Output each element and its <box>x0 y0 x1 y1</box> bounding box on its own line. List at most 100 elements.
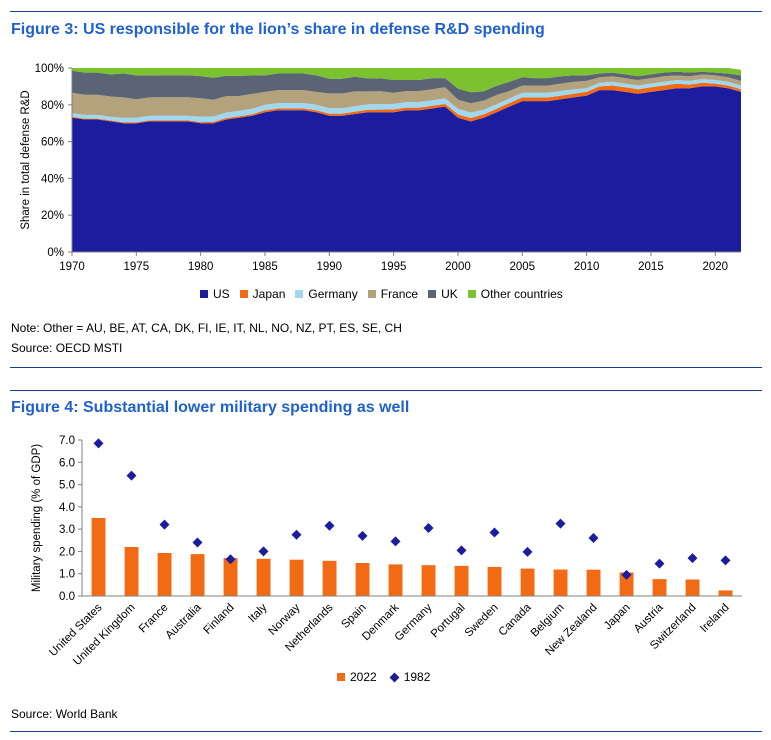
bar-2022-spain <box>355 563 370 596</box>
bar-chart-legend: 2022 1982 <box>337 670 440 684</box>
area-chart-legend: US Japan Germany France UK Other countries <box>200 287 573 301</box>
marker-1982-italy <box>258 546 269 557</box>
x-category-label: Sweden <box>463 602 501 640</box>
y-tick-label: 1.0 <box>59 569 75 581</box>
bar-2022-germany <box>421 565 436 596</box>
legend-label: UK <box>441 287 458 301</box>
marker-1982-japan <box>621 569 632 580</box>
figure4-top-rule <box>10 390 762 391</box>
y-tick-label: 80% <box>41 100 64 112</box>
marker-1982-finland <box>225 554 236 565</box>
marker-1982-sweden <box>489 527 500 538</box>
bar-2022-finland <box>223 558 238 596</box>
x-category-label: Spain <box>339 602 368 631</box>
y-axis-label: Share in total defense R&D <box>20 90 32 229</box>
marker-1982-portugal <box>456 545 467 556</box>
legend-item-us: US <box>200 287 230 301</box>
bar-2022-united-kingdom <box>124 547 139 596</box>
top-rule <box>10 11 762 12</box>
x-category-label: Italy <box>246 601 270 625</box>
y-tick-label: 40% <box>41 173 64 185</box>
area-chart: 0% 20% 40% 60% 80% 100% 1970 1975 1980 1985 1990 19… <box>20 63 741 273</box>
x-category-label: Canada <box>497 601 534 638</box>
legend-diamond <box>389 672 400 682</box>
bar-2022-ireland <box>718 590 733 596</box>
legend-swatch <box>239 290 248 298</box>
y-tick-label: 20% <box>41 210 64 222</box>
bar-2022-austria <box>652 579 667 596</box>
legend-label: Germany <box>308 287 358 301</box>
figure4-source: Source: World Bank <box>11 707 118 721</box>
marker-1982-ireland <box>720 555 731 566</box>
marker-1982-austria <box>654 558 665 569</box>
x-category-label: Japan <box>602 602 633 633</box>
y-tick-label: 0.0 <box>59 591 75 603</box>
marker-1982-france <box>159 519 170 530</box>
y-tick-label: 2.0 <box>59 546 75 558</box>
y-axis-label: Military spending (% of GDP) <box>31 444 43 592</box>
x-tick-label: 1985 <box>252 261 278 273</box>
bar-2022-new-zealand <box>586 569 601 596</box>
marker-1982-united-states <box>93 438 104 449</box>
y-tick-label: 5.0 <box>59 480 75 492</box>
bar-2022-france <box>157 553 172 596</box>
x-tick-label: 2015 <box>638 261 664 273</box>
legend-item-uk: UK <box>428 287 458 301</box>
area-series-uk <box>72 70 741 104</box>
legend-swatch <box>295 290 304 298</box>
marker-1982-australia <box>192 537 203 548</box>
legend-item-france: France <box>367 287 419 301</box>
legend-item-2022: 2022 <box>337 670 377 684</box>
legend-label: 2022 <box>350 670 377 684</box>
x-tick-label: 2020 <box>702 261 728 273</box>
marker-1982-spain <box>357 530 368 541</box>
y-tick-label: 60% <box>41 137 64 149</box>
bar-2022-japan <box>619 572 634 596</box>
marker-1982-norway <box>291 529 302 540</box>
legend-item-germany: Germany <box>295 287 358 301</box>
legend-label: US <box>213 287 230 301</box>
bar-2022-italy <box>256 558 271 596</box>
legend-swatch <box>200 290 208 298</box>
bar-2022-belgium <box>553 569 568 596</box>
x-tick-label: 2010 <box>574 261 600 273</box>
x-tick-label: 1995 <box>381 261 407 273</box>
area-series-france <box>72 74 741 118</box>
bar-2022-netherlands <box>322 560 337 596</box>
x-tick-label: 1980 <box>188 261 214 273</box>
marker-1982-united-kingdom <box>126 470 137 481</box>
legend-label: Other countries <box>480 287 563 301</box>
marker-1982-canada <box>522 546 533 557</box>
bar-2022-switzerland <box>685 579 700 596</box>
x-tick-label: 1975 <box>124 261 150 273</box>
legend-swatch <box>337 673 345 681</box>
legend-label: 1982 <box>403 670 431 684</box>
bar-2022-australia <box>190 554 205 596</box>
y-tick-label: 6.0 <box>59 457 75 469</box>
area-series-germany <box>72 79 741 123</box>
area-series-other-countries <box>72 68 741 93</box>
divider-rule <box>10 367 762 368</box>
legend-item-1982: 1982 <box>387 670 431 684</box>
y-tick-label: 100% <box>35 63 64 75</box>
bar-2022-united-states <box>91 518 106 596</box>
x-category-label: Finland <box>201 602 236 637</box>
bar-2022-portugal <box>454 565 469 596</box>
x-category-label: Portugal <box>429 602 468 641</box>
bar-2022-canada <box>520 568 535 596</box>
bottom-rule <box>10 731 762 732</box>
marker-1982-belgium <box>555 518 566 529</box>
legend-swatch <box>467 290 476 298</box>
x-tick-label: 2000 <box>445 261 471 273</box>
x-tick-label: 2005 <box>509 261 535 273</box>
x-category-label: Ireland <box>698 602 731 635</box>
y-tick-label: 3.0 <box>59 524 75 536</box>
figure4-title: Figure 4: Substantial lower military spe… <box>11 399 410 416</box>
figure3-title: Figure 3: US responsible for the lion’s … <box>11 21 545 38</box>
legend-label: France <box>380 287 419 301</box>
area-series-japan <box>72 82 741 124</box>
x-category-label: Australia <box>163 601 204 642</box>
x-tick-label: 1990 <box>317 261 343 273</box>
marker-1982-netherlands <box>324 520 335 531</box>
